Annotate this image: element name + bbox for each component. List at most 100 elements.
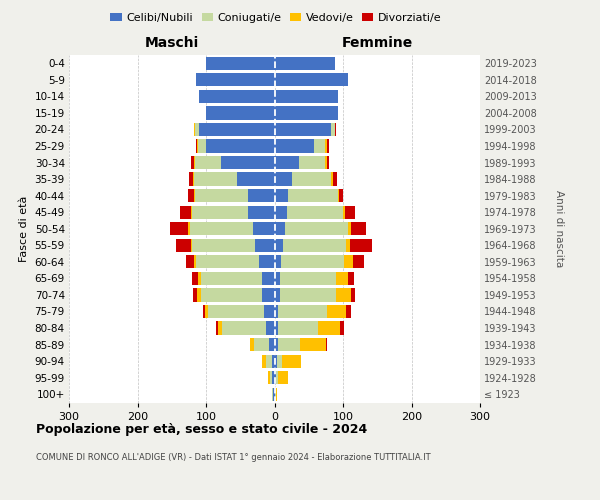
Bar (194, 189, 195, 202)
Bar (199, 123, 275, 136)
Bar (197, 288, 200, 302)
Bar (266, 322, 275, 334)
Bar (326, 140, 329, 152)
Bar (282, 354, 301, 368)
Bar (186, 255, 194, 268)
Bar (248, 189, 275, 202)
Bar (254, 338, 269, 351)
Bar (253, 222, 275, 235)
Bar (327, 305, 346, 318)
Bar (338, 189, 339, 202)
Bar (262, 288, 275, 302)
Bar (191, 156, 194, 169)
Bar (348, 272, 354, 285)
Bar (270, 371, 272, 384)
Bar (195, 189, 248, 202)
Bar (221, 156, 275, 169)
Bar (266, 354, 272, 368)
Bar (269, 338, 275, 351)
Bar (351, 288, 355, 302)
Bar (180, 206, 191, 219)
Bar (280, 288, 336, 302)
Bar (336, 288, 351, 302)
Bar (350, 238, 372, 252)
Bar (193, 206, 248, 219)
Bar (208, 305, 264, 318)
Bar (194, 123, 195, 136)
Bar (331, 172, 333, 186)
Bar (278, 305, 327, 318)
Bar (170, 222, 188, 235)
Bar (193, 172, 194, 186)
Bar (268, 371, 270, 384)
Bar (197, 140, 198, 152)
Bar (275, 222, 285, 235)
Bar (262, 354, 266, 368)
Bar (206, 106, 275, 120)
Bar (275, 288, 280, 302)
Bar (218, 322, 222, 334)
Bar (326, 156, 329, 169)
Bar (278, 322, 317, 334)
Bar (275, 388, 276, 401)
Bar (189, 172, 193, 186)
Bar (198, 140, 206, 152)
Bar (275, 338, 278, 351)
Bar (200, 288, 262, 302)
Bar (275, 238, 283, 252)
Bar (278, 371, 288, 384)
Bar (194, 255, 196, 268)
Bar (275, 156, 299, 169)
Bar (348, 222, 351, 235)
Bar (340, 322, 344, 334)
Bar (275, 371, 276, 384)
Bar (193, 288, 197, 302)
Bar (192, 238, 256, 252)
Bar (333, 172, 337, 186)
Bar (353, 255, 364, 268)
Bar (275, 90, 338, 103)
Bar (190, 222, 253, 235)
Bar (259, 255, 275, 268)
Text: Maschi: Maschi (145, 36, 199, 50)
Bar (275, 56, 335, 70)
Bar (344, 255, 353, 268)
Bar (199, 272, 200, 285)
Bar (346, 238, 350, 252)
Bar (326, 338, 327, 351)
Bar (191, 238, 193, 252)
Bar (275, 305, 278, 318)
Bar (194, 156, 195, 169)
Bar (206, 140, 275, 152)
Bar (331, 123, 335, 136)
Bar (262, 272, 275, 285)
Bar (276, 371, 278, 384)
Legend: Celibi/Nubili, Coniugati/e, Vedovi/e, Divorziati/e: Celibi/Nubili, Coniugati/e, Vedovi/e, Di… (106, 8, 446, 27)
Bar (275, 73, 349, 86)
Bar (343, 206, 345, 219)
Bar (280, 272, 336, 285)
Bar (272, 371, 275, 384)
Bar (200, 272, 262, 285)
Bar (196, 73, 275, 86)
Bar (285, 222, 348, 235)
Bar (273, 388, 275, 401)
Bar (188, 222, 190, 235)
Bar (317, 322, 340, 334)
Bar (275, 106, 338, 120)
Bar (264, 305, 275, 318)
Bar (191, 206, 193, 219)
Bar (275, 140, 314, 152)
Bar (345, 206, 355, 219)
Bar (281, 255, 344, 268)
Bar (288, 189, 338, 202)
Y-axis label: Anni di nascita: Anni di nascita (554, 190, 564, 268)
Bar (292, 172, 331, 186)
Bar (196, 255, 259, 268)
Bar (188, 189, 194, 202)
Bar (196, 140, 197, 152)
Bar (275, 354, 277, 368)
Bar (336, 272, 348, 285)
Bar (272, 388, 273, 401)
Bar (325, 140, 326, 152)
